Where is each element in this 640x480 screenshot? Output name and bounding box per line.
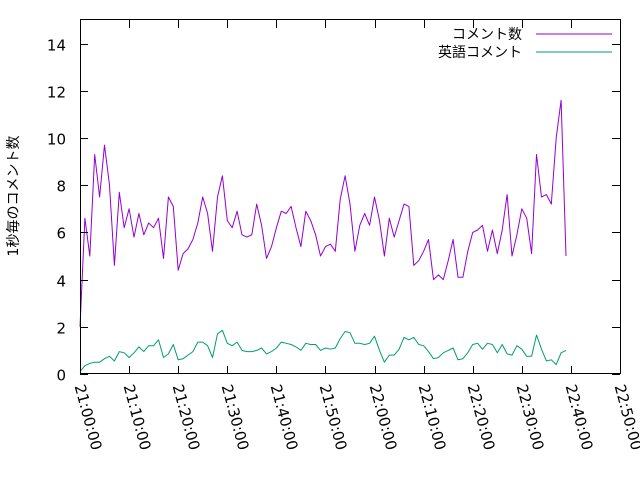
series-layer xyxy=(79,99,567,372)
legend-label: 英語コメント xyxy=(438,44,522,61)
y-tick-label: 4 xyxy=(56,273,66,291)
y-tick-label: 10 xyxy=(47,131,66,149)
legend-label: コメント数 xyxy=(452,27,522,43)
y-axis-title: 1秒毎のコメント数 xyxy=(6,136,22,257)
y-tick-label: 2 xyxy=(56,320,66,338)
y-tick-label: 14 xyxy=(47,37,66,55)
y-tick-label: 12 xyxy=(47,84,66,102)
series-line-1 xyxy=(79,329,567,372)
y-tick-label: 6 xyxy=(56,225,66,243)
series-line-0 xyxy=(79,99,567,327)
plot-border xyxy=(80,19,621,374)
y-tick-label: 0 xyxy=(56,367,66,385)
y-axis: 0 2 4 6 8 10 12 14 xyxy=(47,37,620,385)
y-tick-label: 8 xyxy=(56,178,66,196)
